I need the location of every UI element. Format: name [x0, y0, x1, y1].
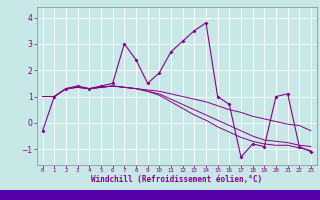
- X-axis label: Windchill (Refroidissement éolien,°C): Windchill (Refroidissement éolien,°C): [91, 175, 262, 184]
